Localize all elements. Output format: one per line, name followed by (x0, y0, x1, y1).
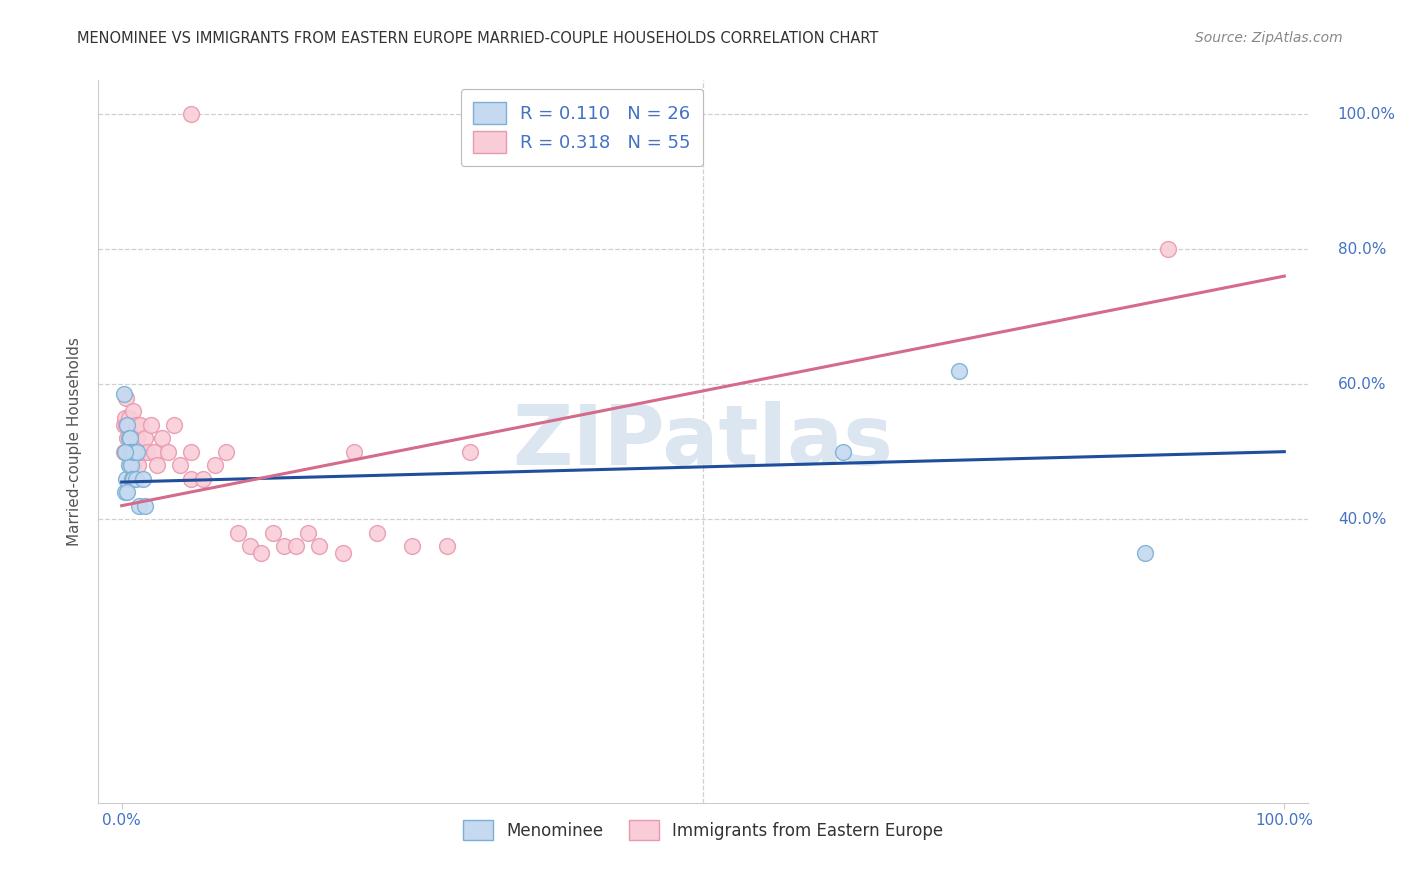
Point (134, 431, 156, 445)
Point (117, 444, 139, 458)
Point (204, 458, 226, 472)
Point (1133, 546, 1156, 560)
Point (118, 431, 141, 445)
Point (180, 472, 202, 486)
Point (118, 431, 141, 445)
Point (117, 444, 139, 458)
Point (124, 444, 146, 458)
Text: 40.0%: 40.0% (1339, 512, 1386, 526)
Point (129, 417, 152, 432)
Point (366, 525, 388, 540)
Point (128, 444, 150, 458)
Point (118, 458, 141, 472)
Point (122, 472, 145, 486)
Point (308, 539, 330, 553)
Point (122, 458, 145, 472)
Point (112, 387, 135, 401)
Point (114, 444, 136, 458)
Point (180, 107, 202, 121)
Text: 100.0%: 100.0% (1339, 106, 1396, 121)
Point (250, 546, 273, 560)
Point (121, 472, 143, 486)
Point (145, 458, 167, 472)
Point (121, 472, 143, 486)
Point (215, 444, 238, 458)
Y-axis label: Married-couple Households: Married-couple Households (67, 337, 83, 546)
Point (120, 417, 142, 432)
Point (131, 444, 153, 458)
Text: 80.0%: 80.0% (1339, 242, 1386, 257)
Point (436, 539, 458, 553)
Point (118, 458, 141, 472)
Point (112, 444, 135, 458)
Point (143, 444, 166, 458)
Point (1157, 242, 1180, 256)
Point (948, 364, 970, 378)
Point (115, 391, 138, 405)
Point (262, 525, 284, 540)
Legend: Menominee, Immigrants from Eastern Europe: Menominee, Immigrants from Eastern Europ… (454, 812, 952, 848)
Point (115, 417, 138, 432)
Point (120, 444, 142, 458)
Point (114, 485, 136, 500)
Point (122, 444, 145, 458)
Point (191, 472, 214, 486)
Point (118, 431, 141, 445)
Point (343, 444, 366, 458)
Point (297, 525, 319, 540)
Point (125, 444, 148, 458)
Point (118, 411, 141, 425)
Point (180, 444, 202, 458)
Point (120, 444, 142, 458)
Point (273, 539, 295, 553)
Text: ZIPatlas: ZIPatlas (513, 401, 893, 482)
Point (139, 417, 162, 432)
Point (115, 444, 138, 458)
Point (332, 546, 354, 560)
Point (124, 472, 146, 486)
Text: Source: ZipAtlas.com: Source: ZipAtlas.com (1195, 31, 1343, 45)
Point (124, 417, 146, 432)
Point (226, 525, 249, 540)
Point (136, 444, 159, 458)
Point (285, 539, 308, 553)
Point (169, 458, 191, 472)
Point (114, 444, 136, 458)
Point (117, 417, 139, 432)
Point (117, 431, 139, 445)
Text: 60.0%: 60.0% (1339, 376, 1386, 392)
Point (127, 458, 149, 472)
Point (125, 431, 148, 445)
Point (831, 444, 853, 458)
Text: MENOMINEE VS IMMIGRANTS FROM EASTERN EUROPE MARRIED-COUPLE HOUSEHOLDS CORRELATIO: MENOMINEE VS IMMIGRANTS FROM EASTERN EUR… (77, 31, 879, 46)
Point (120, 458, 142, 472)
Point (117, 485, 139, 500)
Point (114, 411, 136, 425)
Point (239, 539, 262, 553)
Point (118, 444, 141, 458)
Point (157, 444, 180, 458)
Point (112, 417, 135, 432)
Point (401, 539, 423, 553)
Point (122, 404, 145, 418)
Point (131, 472, 153, 486)
Point (128, 499, 150, 513)
Point (121, 431, 143, 445)
Point (460, 444, 482, 458)
Point (124, 444, 146, 458)
Point (150, 431, 173, 445)
Point (163, 417, 186, 432)
Point (115, 472, 138, 486)
Point (134, 499, 156, 513)
Point (118, 444, 141, 458)
